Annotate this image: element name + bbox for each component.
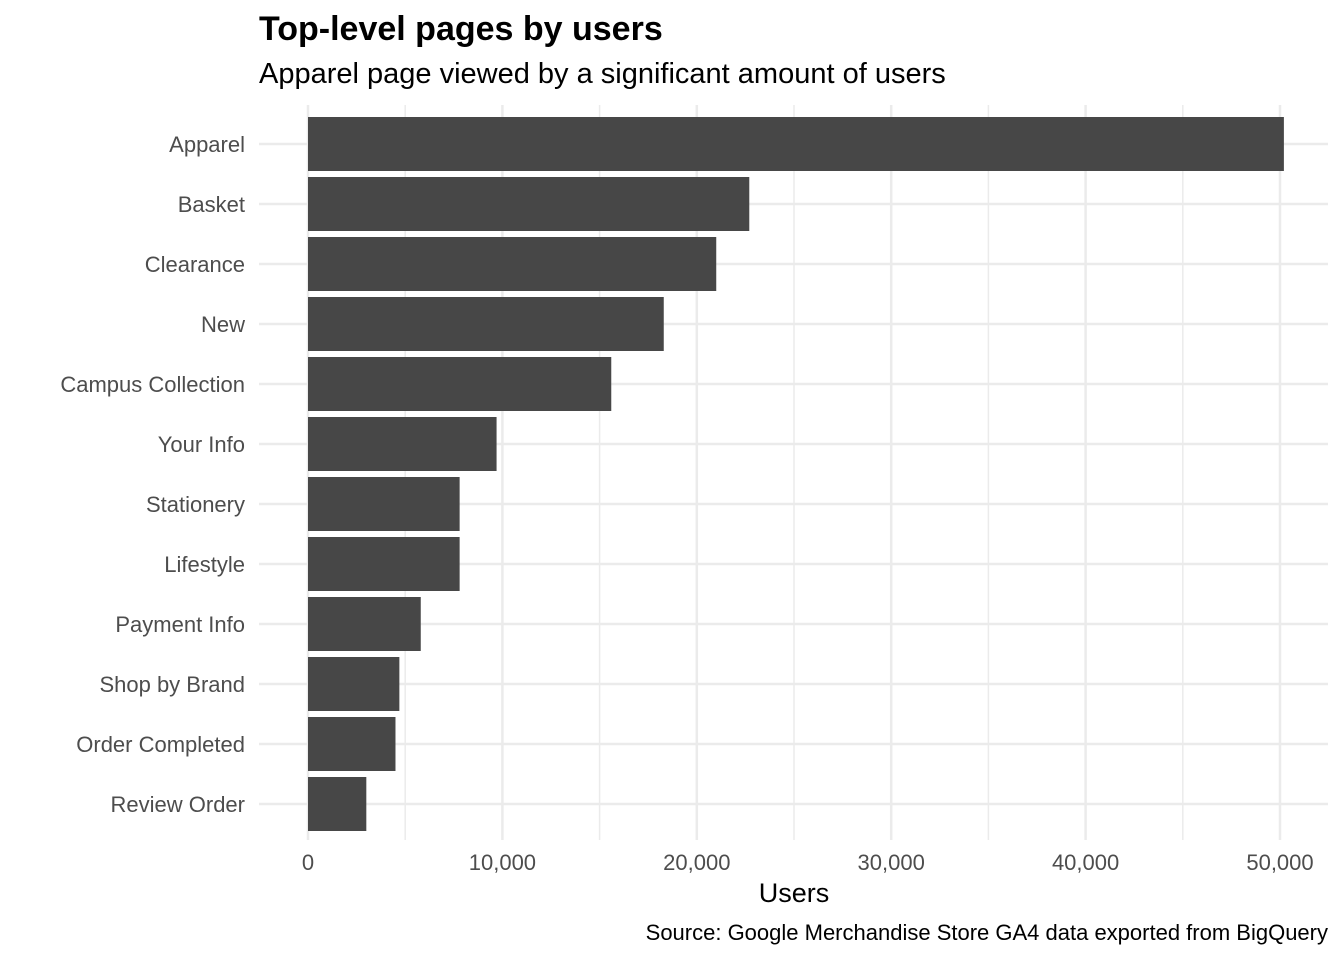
x-tick-label: 50,000 — [1246, 850, 1313, 875]
y-tick-label: Payment Info — [115, 612, 245, 637]
y-tick-label: Campus Collection — [60, 372, 245, 397]
y-tick-label: Order Completed — [76, 732, 245, 757]
bar-campus-collection — [308, 357, 612, 411]
bar-layer — [308, 117, 1284, 831]
x-axis-title: Users — [759, 878, 830, 908]
x-tick-label: 0 — [302, 850, 314, 875]
x-tick-label: 30,000 — [858, 850, 925, 875]
chart-subtitle: Apparel page viewed by a significant amo… — [259, 58, 946, 90]
bar-order-completed — [308, 717, 396, 771]
y-tick-label: Review Order — [111, 792, 245, 817]
y-tick-label: Apparel — [169, 132, 245, 157]
chart-caption: Source: Google Merchandise Store GA4 dat… — [645, 920, 1328, 945]
bar-lifestyle — [308, 537, 460, 591]
x-tick-label: 10,000 — [469, 850, 536, 875]
y-tick-label: Shop by Brand — [99, 672, 245, 697]
bar-clearance — [308, 237, 717, 291]
y-tick-label: Your Info — [158, 432, 245, 457]
y-tick-labels: Apparel Basket Clearance New Campus Collecti… — [60, 132, 245, 817]
y-tick-label: Stationery — [146, 492, 245, 517]
x-tick-labels: 0 10,000 20,000 30,000 40,000 50,000 — [302, 850, 1314, 875]
bar-basket — [308, 177, 750, 231]
bar-apparel — [308, 117, 1284, 171]
bar-payment-info — [308, 597, 421, 651]
x-tick-label: 20,000 — [663, 850, 730, 875]
bar-review-order — [308, 777, 367, 831]
y-tick-label: Lifestyle — [164, 552, 245, 577]
bar-your-info — [308, 417, 497, 471]
x-tick-label: 40,000 — [1052, 850, 1119, 875]
y-tick-label: New — [201, 312, 245, 337]
bar-stationery — [308, 477, 460, 531]
bar-shop-by-brand — [308, 657, 400, 711]
y-tick-label: Basket — [178, 192, 245, 217]
bar-new — [308, 297, 664, 351]
chart-title: Top-level pages by users — [259, 10, 663, 48]
y-tick-label: Clearance — [145, 252, 245, 277]
